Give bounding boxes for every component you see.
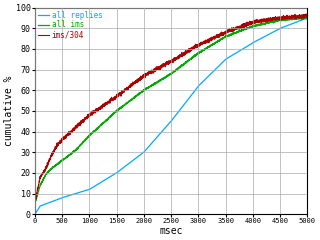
all ims: [271, 20, 275, 23]
ims/304: [80, 121, 84, 124]
all replies: [149, 143, 153, 145]
ims/304: [305, 12, 309, 15]
all ims: [305, 17, 309, 20]
ims/304: [64, 135, 68, 138]
all replies: [305, 17, 309, 19]
all ims: [137, 92, 141, 95]
ims/304: [271, 18, 275, 21]
Legend: all replies, all ims, ims/304: all replies, all ims, ims/304: [36, 9, 104, 41]
all replies: [137, 154, 141, 157]
all ims: [33, 202, 37, 205]
ims/304: [33, 202, 37, 205]
ims/304: [33, 203, 37, 206]
Line: ims/304: ims/304: [35, 14, 307, 204]
ims/304: [137, 77, 141, 80]
all replies: [271, 31, 275, 34]
ims/304: [305, 15, 309, 18]
all replies: [64, 195, 68, 198]
all replies: [80, 190, 84, 193]
all replies: [33, 213, 37, 216]
ims/304: [149, 72, 153, 75]
all ims: [300, 18, 304, 20]
all ims: [80, 142, 84, 145]
all ims: [149, 84, 153, 87]
Y-axis label: cumulative %: cumulative %: [4, 76, 14, 146]
all replies: [300, 18, 304, 21]
Line: all ims: all ims: [35, 17, 307, 204]
X-axis label: msec: msec: [159, 226, 183, 236]
ims/304: [300, 14, 304, 17]
Line: all replies: all replies: [35, 18, 307, 214]
all ims: [64, 156, 68, 159]
all ims: [301, 16, 305, 19]
